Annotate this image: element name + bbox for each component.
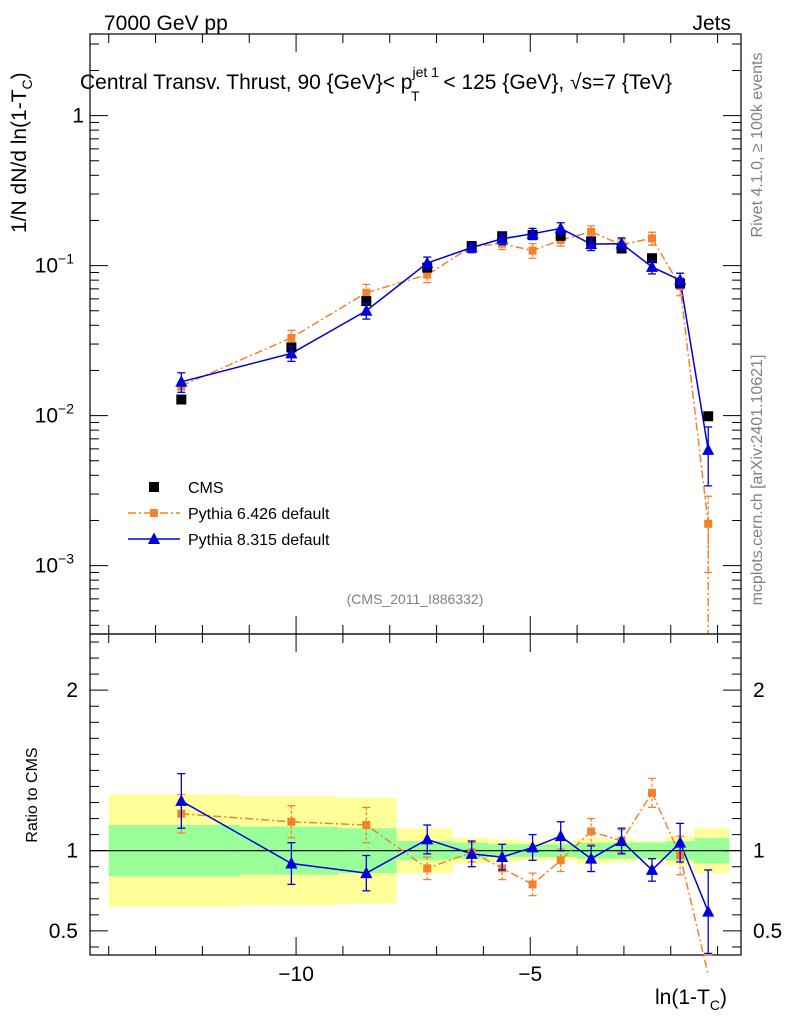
y-tick-label-base: 10: [35, 405, 58, 428]
x-tick-label: −10: [278, 963, 314, 986]
pythia8-point: [526, 227, 539, 239]
analysis-watermark: (CMS_2011_I886332): [347, 591, 484, 607]
ratio-frame: [89, 633, 742, 956]
cms-point: [555, 230, 566, 241]
pythia8-point: [674, 273, 687, 286]
pythia6-point: [287, 333, 296, 342]
y-tick-label: 10−2: [35, 401, 75, 428]
main-panel: 10−310−210−11: [35, 33, 742, 635]
ratio-pythia8-point: [554, 829, 567, 842]
side-label-rivet: Rivet 4.1.0, ≥ 100k events: [749, 53, 766, 238]
pythia8-point: [465, 240, 478, 253]
ratio-y-tick-label: 2: [66, 679, 78, 702]
x-axis-label-end: ): [720, 986, 727, 1009]
pythia6-point: [704, 519, 713, 528]
pythia8-point: [585, 237, 598, 250]
pythia6-point: [648, 234, 657, 243]
ratio-pythia8-point: [585, 852, 598, 864]
ratio-pythia6-point: [287, 817, 296, 826]
pythia8-point: [421, 256, 434, 269]
pythia8-point: [702, 443, 715, 455]
y-tick-label-exp: −2: [58, 401, 74, 417]
ratio-pythia6-point: [362, 820, 371, 829]
series-pythia8-line: [181, 227, 709, 451]
y-tick-label-exp: −1: [58, 251, 74, 267]
ratio-pythia6-point: [587, 827, 596, 836]
y-axis-label-end: ): [8, 72, 31, 79]
cms-point: [703, 411, 714, 422]
y-axis-label-main: 1/N dN/d ln(1-T: [8, 89, 31, 233]
ratio-pythia8-point: [421, 832, 434, 845]
legend: CMS Pythia 6.426 default Pythia 8.315 defa…: [128, 480, 330, 549]
ratio-pythia8-point: [526, 840, 539, 853]
y-axis-label: 1/N dN/d ln(1-TC): [8, 72, 35, 233]
title-main: Central Transv. Thrust, 90 {GeV}< p: [80, 71, 412, 94]
x-tick-label: −5: [518, 963, 542, 986]
cms-point: [361, 296, 372, 307]
y-tick-label: 1: [72, 105, 84, 128]
title-sub: T: [411, 88, 420, 104]
ratio-y-tick-label: 1: [753, 840, 765, 863]
x-axis-label: ln(1-TC): [655, 986, 727, 1013]
ratio-y-tick-label: 2: [753, 679, 765, 702]
series-pythia6-line: [181, 231, 709, 634]
pythia8-point: [615, 237, 628, 249]
y-tick-label-base: 10: [35, 255, 58, 278]
ratio-pythia8-point: [465, 847, 478, 859]
y-tick-label: 10−1: [35, 251, 75, 278]
ratio-pythia6-point: [423, 864, 432, 873]
ratio-pythia8-point: [175, 794, 188, 806]
ratio-pythia8-point: [360, 866, 373, 879]
x-axis-label-sub: C: [710, 997, 720, 1013]
pythia6-point: [587, 227, 596, 236]
ratio-pythia8-point: [674, 836, 687, 848]
pythia8-point: [496, 232, 509, 244]
header-left: 7000 GeV pp: [104, 12, 228, 35]
legend-label: Pythia 6.426 default: [188, 506, 330, 523]
ratio-y-tick-label: 0.5: [753, 920, 782, 943]
y-tick-label: 10−3: [35, 551, 75, 578]
ratio-pythia8-point: [702, 905, 715, 917]
ratio-pythia8-point: [645, 863, 659, 875]
pythia6-point: [528, 246, 537, 255]
ratio-y-label: Ratio to CMS: [24, 747, 41, 842]
legend-label: CMS: [188, 480, 224, 497]
pythia8-point: [645, 260, 659, 272]
pythia6-point: [362, 288, 371, 297]
ratio-y-tick-label: 0.5: [49, 920, 78, 943]
pythia8-point: [285, 346, 298, 359]
plot-title: Central Transv. Thrust, 90 {GeV}< pjet 1…: [80, 64, 672, 104]
legend-cms-marker: [149, 482, 159, 492]
pythia8-point: [360, 304, 373, 316]
y-axis-label-sub: C: [19, 79, 35, 89]
legend-pythia8-marker: [147, 532, 161, 544]
pythia6-point: [423, 270, 432, 279]
pythia8-point: [175, 375, 188, 387]
legend-pythia6-marker: [150, 509, 158, 517]
ratio-panel: −10 −5 0.5 0.5 1 1 2 2: [49, 633, 782, 986]
x-axis-label-main: ln(1-T: [655, 986, 710, 1009]
header-right: Jets: [692, 12, 731, 35]
title-sup: jet 1: [411, 64, 439, 80]
y-tick-label-exp: −3: [58, 551, 74, 567]
cms-point: [176, 394, 187, 405]
ratio-pythia8-point: [496, 850, 509, 863]
ratio-pythia8-point: [615, 834, 628, 846]
ratio-pythia6-point: [556, 856, 565, 865]
cms-point: [647, 253, 658, 264]
y-tick-label-base: 10: [35, 555, 58, 578]
ratio-pythia8-point: [285, 856, 298, 869]
side-label-mcplots: mcplots.cern.ch [arXiv:2401.10621]: [749, 355, 766, 606]
legend-label: Pythia 8.315 default: [188, 532, 330, 549]
ratio-y-tick-label: 1: [66, 840, 78, 863]
ratio-pythia6-point: [528, 880, 537, 889]
pythia8-point: [554, 221, 567, 234]
ratio-pythia6-point: [648, 788, 657, 797]
title-end: < 125 {GeV}, √s=7 {TeV}: [438, 71, 673, 94]
